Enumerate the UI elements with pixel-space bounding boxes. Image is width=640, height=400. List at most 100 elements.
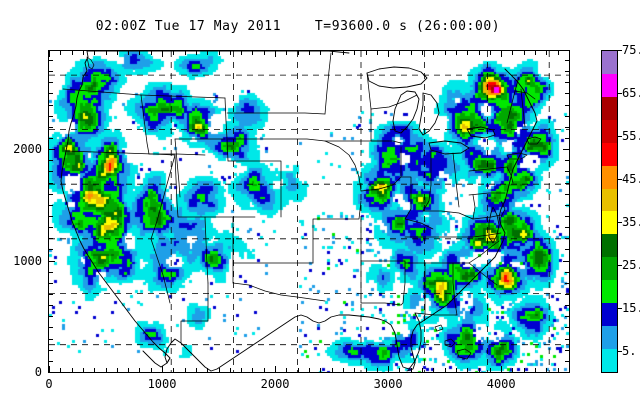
x-axis-top-tick bbox=[297, 51, 299, 55]
x-axis-top-tick bbox=[207, 51, 209, 55]
x-axis-minor-tick bbox=[128, 368, 130, 372]
x-axis-minor-tick bbox=[139, 368, 141, 372]
x-axis-minor-tick bbox=[60, 368, 62, 372]
y-axis-minor-tick bbox=[49, 316, 53, 318]
colorbar-band bbox=[602, 234, 617, 258]
x-axis-top-tick bbox=[354, 51, 356, 55]
y-axis-right-tick bbox=[565, 349, 569, 351]
x-axis-top-tick bbox=[512, 51, 514, 55]
colorbar-tick bbox=[618, 50, 622, 51]
x-axis-top-tick bbox=[139, 51, 141, 55]
x-axis-minor-tick bbox=[82, 368, 84, 372]
y-axis-right-tick bbox=[565, 171, 569, 173]
y-axis-right-tick bbox=[565, 93, 569, 95]
y-axis-major-tick bbox=[49, 372, 55, 373]
colorbar-tick bbox=[618, 222, 622, 224]
x-axis-major-tick bbox=[162, 366, 164, 372]
x-axis-top-tick bbox=[94, 51, 96, 55]
colorbar-tick bbox=[618, 265, 622, 267]
x-axis-minor-tick bbox=[557, 368, 559, 372]
x-axis-top-tick bbox=[501, 51, 503, 57]
colorbar-band bbox=[602, 211, 617, 235]
x-axis-top-tick bbox=[241, 51, 243, 55]
x-axis-minor-tick bbox=[207, 368, 209, 372]
x-axis-minor-tick bbox=[342, 368, 344, 372]
x-axis-minor-tick bbox=[150, 368, 152, 372]
x-axis-top-tick bbox=[410, 51, 412, 55]
x-axis-top-tick bbox=[535, 51, 537, 55]
x-axis-minor-tick bbox=[433, 368, 435, 372]
colorbar-tick-label: 15. bbox=[622, 301, 640, 316]
y-axis-right-tick bbox=[565, 71, 569, 73]
x-axis-top-tick bbox=[309, 51, 310, 55]
x-axis-minor-tick bbox=[467, 368, 469, 372]
y-axis-right-tick bbox=[565, 193, 569, 195]
us-map-overlay bbox=[49, 51, 569, 372]
y-axis-right-tick bbox=[565, 204, 569, 206]
x-axis-top-tick bbox=[229, 51, 231, 55]
y-axis-minor-tick bbox=[49, 349, 53, 351]
y-axis-minor-tick bbox=[49, 137, 53, 139]
colorbar-band bbox=[602, 348, 617, 372]
x-axis-minor-tick bbox=[229, 368, 231, 372]
y-axis-minor-tick bbox=[49, 271, 53, 273]
x-axis-minor-tick bbox=[218, 368, 220, 372]
x-axis-minor-tick bbox=[455, 368, 457, 372]
x-axis-top-tick bbox=[82, 51, 84, 55]
y-axis-minor-tick bbox=[49, 227, 53, 229]
x-axis-minor-tick bbox=[320, 368, 322, 372]
y-axis-minor-tick bbox=[49, 126, 53, 128]
x-axis-top-tick bbox=[263, 51, 265, 55]
colorbar-band bbox=[602, 188, 617, 212]
y-axis-minor-tick bbox=[49, 59, 53, 61]
x-axis-major-tick bbox=[275, 366, 277, 372]
y-axis-minor-tick bbox=[49, 360, 53, 362]
y-axis-right-tick bbox=[565, 316, 569, 318]
x-axis-top-tick bbox=[252, 51, 254, 55]
x-axis-top-tick bbox=[399, 51, 401, 55]
colorbar-band bbox=[602, 96, 617, 120]
y-axis-major-tick bbox=[49, 149, 55, 151]
x-axis-top-tick bbox=[218, 51, 220, 55]
y-axis-minor-tick bbox=[49, 115, 53, 117]
x-axis-minor-tick bbox=[173, 368, 175, 372]
y-axis-minor-tick bbox=[49, 338, 53, 340]
x-axis-major-tick bbox=[49, 366, 50, 372]
y-axis-right-tick bbox=[565, 360, 569, 362]
y-axis-label: 1000 bbox=[13, 253, 42, 268]
y-axis-minor-tick bbox=[49, 293, 53, 295]
y-axis-right-tick bbox=[565, 305, 569, 307]
y-axis-minor-tick bbox=[49, 82, 53, 84]
x-axis-minor-tick bbox=[116, 368, 118, 372]
x-axis-top-tick bbox=[433, 51, 435, 55]
y-axis-label: 0 bbox=[34, 365, 42, 379]
x-axis-label: 0 bbox=[45, 377, 53, 391]
x-axis-minor-tick bbox=[331, 368, 333, 372]
x-axis-top-tick bbox=[455, 51, 457, 55]
x-axis-top-tick bbox=[478, 51, 480, 55]
y-axis-right-tick bbox=[565, 104, 569, 106]
y-axis-label: 2000 bbox=[13, 142, 42, 157]
colorbar-tick-label: 5. bbox=[622, 344, 637, 359]
x-axis-minor-tick bbox=[309, 368, 310, 372]
colorbar-tick-label: 35. bbox=[622, 215, 640, 230]
colorbar-tick-label: 75. bbox=[622, 43, 640, 57]
x-axis-minor-tick bbox=[94, 368, 96, 372]
colorbar-tick bbox=[618, 93, 622, 95]
y-axis-right-tick bbox=[565, 115, 569, 117]
y-axis-minor-tick bbox=[49, 104, 53, 106]
colorbar-band bbox=[602, 326, 617, 349]
x-axis-top-tick bbox=[422, 51, 424, 55]
x-axis-minor-tick bbox=[444, 368, 446, 372]
x-axis-minor-tick bbox=[478, 368, 480, 372]
reflectivity-colorbar bbox=[601, 50, 618, 373]
x-axis-top-tick bbox=[489, 51, 491, 55]
x-axis-major-tick bbox=[501, 366, 503, 372]
y-axis-minor-tick bbox=[49, 71, 53, 73]
colorbar-tick bbox=[618, 136, 622, 138]
y-axis-right-tick bbox=[565, 126, 569, 128]
x-axis-top-tick bbox=[444, 51, 446, 55]
colorbar-tick-label: 25. bbox=[622, 258, 640, 273]
x-axis-minor-tick bbox=[252, 368, 254, 372]
x-axis-top-tick bbox=[342, 51, 344, 55]
